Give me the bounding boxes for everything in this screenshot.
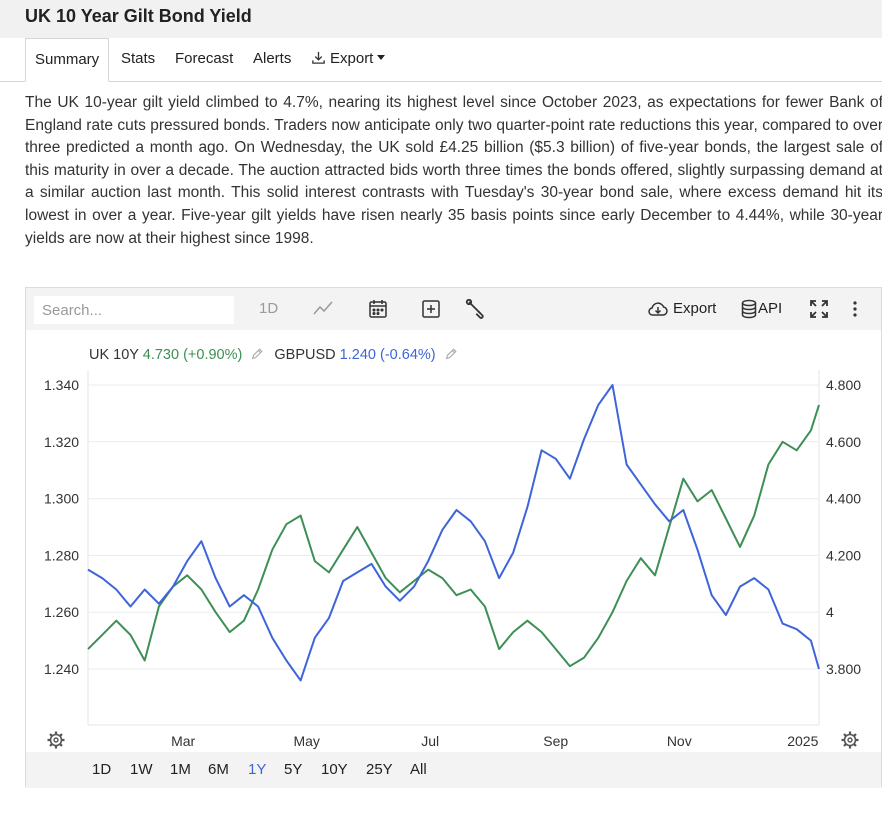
chart-widget: 1D Export API 1.340 4.800 1.320 4.600 1.300 4… bbox=[25, 287, 882, 788]
tab-export[interactable]: Export bbox=[311, 38, 386, 82]
page-title: UK 10 Year Gilt Bond Yield bbox=[25, 6, 252, 26]
left-axis-settings-icon[interactable] bbox=[47, 731, 65, 749]
calendar-icon[interactable] bbox=[366, 297, 390, 321]
export-tab-label: Export bbox=[330, 50, 374, 67]
legend-gb-change: (-0.64%) bbox=[380, 347, 436, 363]
tab-stats[interactable]: Stats bbox=[121, 50, 156, 67]
tab-bar: Summary Stats Forecast Alerts Export bbox=[0, 38, 882, 82]
y-right-tick-label: 4.400 bbox=[826, 491, 861, 507]
range-25y[interactable]: 25Y bbox=[366, 761, 393, 778]
more-icon[interactable] bbox=[843, 297, 867, 321]
range-all[interactable]: All bbox=[410, 761, 427, 778]
download-icon bbox=[312, 51, 325, 64]
range-1w[interactable]: 1W bbox=[130, 761, 153, 778]
y-right-tick-label: 3.800 bbox=[826, 661, 861, 677]
x-tick-label: 2025 bbox=[787, 733, 818, 749]
search-input[interactable] bbox=[34, 296, 234, 324]
tab-alerts[interactable]: Alerts bbox=[253, 50, 292, 67]
range-1d[interactable]: 1D bbox=[92, 761, 112, 778]
series-line-uk10y bbox=[87, 404, 820, 668]
range-6m[interactable]: 6M bbox=[208, 761, 229, 778]
chevron-down-icon bbox=[377, 55, 386, 60]
wrench-icon[interactable] bbox=[464, 297, 488, 321]
x-tick-label: Sep bbox=[543, 733, 568, 749]
edit-pencil-icon[interactable] bbox=[250, 347, 264, 361]
fullscreen-icon[interactable] bbox=[807, 297, 831, 321]
range-5y[interactable]: 5Y bbox=[284, 761, 303, 778]
legend-uk-value: 4.730 bbox=[142, 347, 180, 363]
axis-tick-labels: 1.340 4.800 1.320 4.600 1.300 4.400 1.280 4.200… bbox=[44, 377, 861, 749]
line-chart-icon[interactable] bbox=[311, 297, 335, 321]
tab-summary[interactable]: Summary bbox=[25, 38, 110, 82]
api-button[interactable]: API bbox=[758, 300, 783, 317]
range-1m[interactable]: 1M bbox=[170, 761, 191, 778]
summary-text: The UK 10-year gilt yield climbed to 4.7… bbox=[25, 94, 882, 247]
chart-toolbar: 1D Export API bbox=[26, 288, 881, 330]
x-tick-label: May bbox=[293, 733, 319, 749]
y-right-tick-label: 4.600 bbox=[826, 434, 861, 450]
interval-button[interactable]: 1D bbox=[259, 300, 279, 317]
add-icon[interactable] bbox=[419, 297, 443, 321]
y-left-tick-label: 1.340 bbox=[44, 377, 79, 393]
series-line-gbpusd bbox=[87, 384, 820, 682]
chart-legend: UK 10Y 4.730 (+0.90%) GBPUSD 1.240 (-0.6… bbox=[89, 347, 464, 363]
range-1y[interactable]: 1Y bbox=[248, 761, 267, 778]
edit-pencil-icon[interactable] bbox=[444, 347, 458, 361]
legend-uk-change: (+0.90%) bbox=[183, 347, 243, 363]
cloud-download-icon[interactable] bbox=[646, 297, 670, 321]
chart-plot-area[interactable]: 1.340 4.800 1.320 4.600 1.300 4.400 1.280 4.200… bbox=[26, 330, 881, 752]
legend-gb-name: GBPUSD bbox=[274, 347, 336, 363]
tab-forecast[interactable]: Forecast bbox=[175, 50, 234, 67]
y-left-tick-label: 1.320 bbox=[44, 434, 79, 450]
y-left-tick-label: 1.280 bbox=[44, 547, 79, 563]
title-bar: UK 10 Year Gilt Bond Yield bbox=[0, 0, 882, 38]
y-left-tick-label: 1.260 bbox=[44, 604, 79, 620]
y-right-tick-label: 4.200 bbox=[826, 547, 861, 563]
x-tick-label: Nov bbox=[667, 733, 692, 749]
x-tick-label: Jul bbox=[421, 733, 439, 749]
legend-uk-name: UK 10Y bbox=[89, 347, 139, 363]
range-10y[interactable]: 10Y bbox=[321, 761, 348, 778]
y-left-tick-label: 1.240 bbox=[44, 661, 79, 677]
range-selector: 1D 1W 1M 6M 1Y 5Y 10Y 25Y All bbox=[26, 752, 881, 788]
y-right-tick-label: 4.800 bbox=[826, 377, 861, 393]
database-icon[interactable] bbox=[737, 297, 761, 321]
x-tick-label: Mar bbox=[171, 733, 195, 749]
right-axis-settings-icon[interactable] bbox=[841, 731, 859, 749]
y-right-tick-label: 4 bbox=[826, 604, 834, 620]
export-button[interactable]: Export bbox=[673, 300, 717, 317]
y-left-tick-label: 1.300 bbox=[44, 491, 79, 507]
legend-gb-value: 1.240 bbox=[339, 347, 376, 363]
